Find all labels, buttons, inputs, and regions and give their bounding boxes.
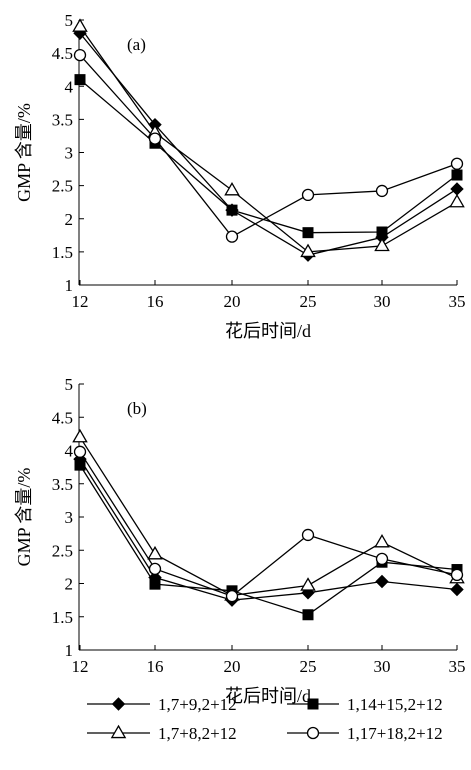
y-tick-label: 1.5 [52, 608, 73, 627]
data-point [451, 169, 463, 181]
x-tick-label: 16 [147, 657, 164, 676]
legend-marker [306, 726, 320, 740]
chart-panel-a: 1 1.5 2 2.5 3 3.5 4 4.5 5 12 16 20 25 30 35 花后时间/d GMP 含… [14, 11, 466, 341]
y-tick-label: 2 [65, 210, 74, 229]
legend-label: 1,17+18,2+12 [347, 724, 443, 743]
y-tick-label: 4 [65, 442, 74, 461]
data-point [147, 545, 163, 560]
data-point [450, 582, 464, 597]
series-line [79, 458, 458, 601]
series-1 [73, 26, 464, 262]
data-point [74, 74, 86, 86]
x-tick-label: 12 [72, 292, 89, 311]
y-axis-title: GMP 含量/% [14, 103, 34, 202]
x-tick-label: 25 [300, 657, 317, 676]
legend-entry: 1,7+8,2+12 [87, 724, 237, 743]
y-tick-label: 4 [65, 77, 74, 96]
x-axis-title: 花后时间/d [225, 321, 311, 341]
legend-marker [307, 698, 319, 710]
series-2 [74, 459, 463, 621]
data-point [224, 181, 240, 196]
legend: 1,7+9,2+12 1,14+15,2+12 1,7+8,2+12 1,17+18,… [87, 695, 443, 743]
data-point [225, 589, 239, 603]
y-tick-label: 1 [65, 276, 74, 295]
y-tick-label: 2.5 [52, 541, 73, 560]
legend-label: 1,14+15,2+12 [347, 695, 443, 714]
data-point [374, 237, 390, 252]
y-tick-label: 3.5 [52, 110, 73, 129]
series-line [79, 32, 458, 256]
data-point [450, 568, 464, 582]
y-tick-label: 2.5 [52, 177, 73, 196]
series-3 [72, 428, 465, 601]
panel-label: (a) [127, 35, 146, 54]
y-tick-label: 3 [65, 508, 74, 527]
legend-entry: 1,7+9,2+12 [87, 695, 237, 714]
series-line [79, 26, 458, 253]
series-4 [73, 445, 464, 603]
series-line [79, 451, 458, 597]
data-point [226, 204, 238, 216]
panel-label: (b) [127, 399, 147, 418]
series-line [79, 436, 458, 597]
data-point [449, 193, 465, 208]
legend-entry: 1,14+15,2+12 [287, 695, 443, 714]
series-1 [73, 452, 464, 607]
data-point [450, 182, 464, 196]
x-tick-label: 25 [300, 292, 317, 311]
y-tick-label: 3.5 [52, 475, 73, 494]
series-line [79, 54, 458, 238]
data-point [73, 48, 87, 62]
chart-panel-b: 1 1.5 2 2.5 3 3.5 4 4.5 5 12 16 20 25 30 35 花后时间/d GMP 含… [14, 375, 466, 706]
y-axis-title: GMP 含量/% [14, 468, 34, 567]
data-point [74, 459, 86, 471]
data-point [375, 184, 389, 198]
y-tick-label: 1 [65, 641, 74, 660]
x-tick-label: 20 [224, 292, 241, 311]
legend-label: 1,7+8,2+12 [158, 724, 237, 743]
x-tick-label: 20 [224, 657, 241, 676]
y-tick-label: 5 [65, 375, 74, 394]
y-tick-label: 5 [65, 11, 74, 30]
y-tick-label: 3 [65, 144, 74, 163]
legend-entry: 1,17+18,2+12 [287, 724, 443, 743]
data-point [375, 552, 389, 566]
data-point [73, 445, 87, 458]
legend-marker [110, 724, 127, 739]
legend-marker [111, 697, 126, 711]
x-tick-label: 35 [449, 292, 466, 311]
data-point [225, 230, 239, 243]
data-point [302, 227, 314, 239]
legend-label: 1,7+9,2+12 [158, 695, 237, 714]
x-tick-label: 16 [147, 292, 164, 311]
data-point [300, 243, 316, 258]
x-tick-label: 30 [374, 292, 391, 311]
data-point [375, 574, 389, 589]
series-4 [73, 48, 464, 243]
x-tick-label: 12 [72, 657, 89, 676]
y-tick-label: 1.5 [52, 243, 73, 262]
data-point [302, 609, 314, 621]
data-point [148, 132, 162, 145]
series-line [79, 464, 458, 616]
data-point [301, 188, 315, 202]
y-tick-label: 4.5 [52, 44, 73, 63]
x-tick-label: 30 [374, 657, 391, 676]
y-tick-label: 2 [65, 575, 74, 594]
data-point [374, 533, 390, 548]
y-tick-label: 4.5 [52, 408, 73, 427]
data-point [148, 562, 162, 576]
data-point [149, 578, 161, 590]
data-point [376, 226, 388, 238]
data-point [72, 18, 88, 32]
data-point [301, 528, 315, 542]
x-tick-label: 35 [449, 657, 466, 676]
series-2 [74, 74, 463, 239]
data-point [300, 577, 316, 591]
data-point [72, 428, 88, 443]
data-point [450, 157, 464, 170]
x-axis-title: 花后时间/d [225, 686, 311, 706]
